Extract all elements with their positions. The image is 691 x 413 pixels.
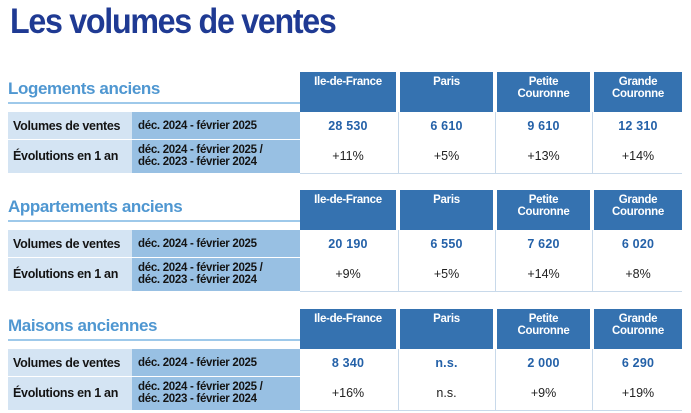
column-header-petite-couronne: Petite Couronne [497, 309, 590, 349]
column-separator [495, 112, 496, 173]
column-header-label: Petite Couronne [517, 76, 570, 100]
period-evolutions: déc. 2024 - février 2025 /déc. 2023 - fé… [132, 257, 300, 291]
evolution-cell-paris: +5% [433, 149, 460, 163]
volume-cell-petite-couronne: 7 620 [527, 236, 560, 251]
table-bottom-rule [300, 410, 682, 411]
section-1: Logements anciens Ile-de-France Paris Petit… [0, 72, 691, 187]
table-bottom-rule [300, 291, 682, 292]
period-evolutions-line1: déc. 2024 - février 2025 / [138, 144, 263, 156]
column-header-label: Paris [433, 313, 460, 325]
row-label-evolutions: Évolutions en 1 an [8, 139, 132, 173]
evolution-cell-petite-couronne: +14% [527, 267, 560, 281]
evolution-cell-paris: +5% [433, 267, 460, 281]
section-title-underline [8, 102, 300, 104]
volume-cell-petite-couronne: 9 610 [527, 118, 560, 133]
column-header-label: Petite Couronne [517, 313, 570, 337]
evolution-cell-petite-couronne: +13% [527, 149, 560, 163]
column-separator [592, 349, 593, 410]
volume-cell-ile-de-france: 20 190 [328, 236, 368, 251]
evolution-cell-ile-de-france: +16% [331, 386, 365, 400]
column-separator [495, 349, 496, 410]
row-separator [8, 139, 682, 140]
volume-cell-grande-couronne: 6 290 [621, 355, 655, 370]
section-title-underline [8, 220, 300, 222]
volume-cell-paris: 6 610 [430, 118, 463, 133]
row-label-evolutions: Évolutions en 1 an [8, 257, 132, 291]
column-header-label: Ile-de-France [314, 313, 382, 325]
section-3: Maisons anciennes Ile-de-France Paris Petit… [0, 309, 691, 413]
column-header-petite-couronne: Petite Couronne [497, 190, 590, 230]
column-header-paris: Paris [400, 309, 493, 349]
row-separator [8, 376, 682, 377]
period-evolutions: déc. 2024 - février 2025 /déc. 2023 - fé… [132, 139, 300, 173]
evolution-cell-paris: n.s. [436, 386, 457, 400]
period-volumes: déc. 2024 - février 2025 [132, 230, 300, 257]
column-header-ile-de-france: Ile-de-France [300, 72, 396, 112]
column-header-label: Grande Couronne [612, 313, 664, 337]
column-header-label: Paris [433, 76, 460, 88]
column-separator [398, 349, 399, 410]
row-separator [8, 257, 682, 258]
period-evolutions: déc. 2024 - février 2025 /déc. 2023 - fé… [132, 376, 300, 410]
column-header-label: Paris [433, 194, 460, 206]
column-header-grande-couronne: Grande Couronne [594, 309, 682, 349]
column-separator [495, 230, 496, 291]
volume-cell-grande-couronne: 12 310 [618, 118, 658, 133]
page-title: Les volumes de ventes [10, 2, 337, 41]
evolution-cell-petite-couronne: +9% [530, 386, 557, 400]
volume-cell-paris: 6 550 [430, 236, 463, 251]
evolution-cell-ile-de-france: +11% [332, 149, 364, 163]
period-evolutions-line1: déc. 2024 - février 2025 / [138, 381, 263, 393]
column-header-ile-de-france: Ile-de-France [300, 190, 396, 230]
period-evolutions-line2: déc. 2023 - février 2024 [138, 156, 257, 168]
column-header-label: Grande Couronne [612, 194, 664, 218]
evolution-cell-grande-couronne: +14% [621, 149, 655, 163]
evolution-cell-ile-de-france: +9% [335, 267, 361, 281]
row-label-volumes: Volumes de ventes [8, 230, 132, 257]
period-evolutions-line1: déc. 2024 - février 2025 / [138, 262, 263, 274]
section-title: Maisons anciennes [8, 316, 158, 335]
column-separator [592, 112, 593, 173]
volume-cell-grande-couronne: 6 020 [621, 236, 655, 251]
column-header-grande-couronne: Grande Couronne [594, 190, 682, 230]
column-header-paris: Paris [400, 72, 493, 112]
period-evolutions-line2: déc. 2023 - février 2024 [138, 274, 257, 286]
column-separator [592, 230, 593, 291]
row-label-volumes: Volumes de ventes [8, 349, 132, 376]
row-label-evolutions: Évolutions en 1 an [8, 376, 132, 410]
evolution-cell-grande-couronne: +8% [625, 267, 651, 281]
row-label-volumes: Volumes de ventes [8, 112, 132, 139]
period-evolutions-line2: déc. 2023 - février 2024 [138, 393, 257, 405]
column-header-paris: Paris [400, 190, 493, 230]
column-header-label: Ile-de-France [314, 76, 382, 88]
evolution-cell-grande-couronne: +19% [621, 386, 655, 400]
column-header-ile-de-france: Ile-de-France [300, 309, 396, 349]
column-header-label: Ile-de-France [314, 194, 382, 206]
volume-cell-paris: n.s. [435, 355, 458, 370]
column-header-petite-couronne: Petite Couronne [497, 72, 590, 112]
section-title-underline [8, 339, 300, 341]
period-volumes: déc. 2024 - février 2025 [132, 112, 300, 139]
column-header-grande-couronne: Grande Couronne [594, 72, 682, 112]
period-volumes: déc. 2024 - février 2025 [132, 349, 300, 376]
volume-cell-ile-de-france: 8 340 [331, 355, 365, 370]
table-bottom-rule [300, 173, 682, 174]
column-header-label: Grande Couronne [612, 76, 664, 100]
volume-cell-ile-de-france: 28 530 [328, 118, 368, 133]
section-2: Appartements anciens Ile-de-France Paris Pe… [0, 190, 691, 305]
column-separator [398, 112, 399, 173]
column-separator [398, 230, 399, 291]
section-title: Appartements anciens [8, 197, 183, 216]
section-title: Logements anciens [8, 79, 160, 98]
column-header-label: Petite Couronne [517, 194, 570, 218]
volume-cell-petite-couronne: 2 000 [527, 355, 560, 370]
